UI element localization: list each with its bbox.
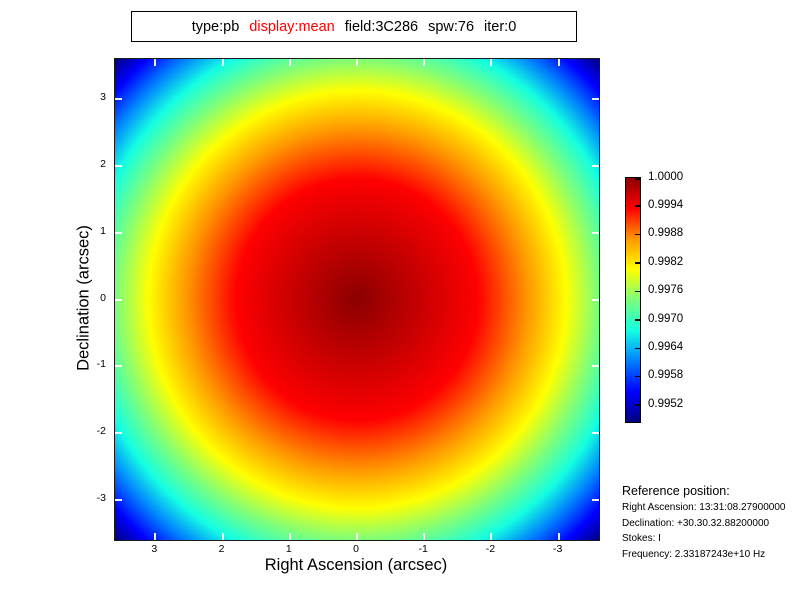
title-part: type:pb (191, 18, 240, 35)
axis-tick-mark (221, 533, 224, 540)
x-tick-label: 1 (285, 543, 292, 555)
axis-tick-mark (423, 533, 426, 540)
colorbar-tick-label: 0.9958 (648, 369, 684, 382)
plot-canvas (114, 58, 600, 541)
colorbar-tick-mark (635, 233, 640, 236)
axis-tick-mark (356, 533, 358, 540)
axis-tick-mark (356, 59, 358, 66)
reference-line: Stokes: I (622, 533, 661, 544)
y-tick-label: 2 (100, 157, 106, 170)
colorbar-tick-mark (635, 375, 640, 378)
y-tick-label: 3 (100, 91, 106, 104)
reference-line: Right Ascension: 13:31:08.27900000 (622, 502, 786, 513)
x-tick-label: -3 (552, 543, 563, 555)
colorbar-tick-label: 0.9982 (648, 255, 684, 268)
axis-tick-mark (115, 164, 122, 167)
colorbar-tick-label: 0.9952 (648, 397, 684, 410)
axis-tick-mark (288, 59, 291, 66)
axis-tick-mark (490, 59, 493, 66)
colorbar-tick-mark (635, 178, 640, 180)
axis-tick-mark (115, 432, 122, 435)
colorbar-tick-mark (635, 290, 640, 293)
axis-tick-mark (557, 533, 560, 540)
x-axis-label: Right Ascension (arcsec) (264, 556, 448, 574)
axis-tick-mark (288, 533, 291, 540)
y-tick-label: -1 (96, 358, 106, 371)
x-tick-label: -2 (485, 543, 496, 555)
axis-tick-mark (115, 365, 122, 368)
axis-tick-mark (592, 164, 599, 167)
axis-tick-mark (423, 59, 426, 66)
colorbar-tick-label: 1.0000 (648, 170, 684, 183)
reference-line: Frequency: 2.33187243e+10 Hz (622, 548, 766, 560)
axis-tick-mark (592, 231, 599, 234)
y-tick-label: -2 (96, 425, 106, 438)
axis-tick-mark (115, 231, 122, 234)
y-tick-label: 0 (100, 291, 106, 304)
reference-line: Declination: +30.30.32.88200000 (622, 517, 770, 529)
colorbar (625, 177, 641, 423)
axis-tick-mark (557, 59, 560, 66)
axis-tick-mark (154, 59, 157, 66)
x-tick-label: 3 (151, 543, 158, 555)
axis-tick-mark (592, 298, 599, 301)
colorbar-tick-label: 0.9976 (648, 284, 684, 297)
axis-tick-mark (115, 498, 122, 501)
colorbar-tick-label: 0.9988 (648, 227, 684, 240)
colorbar-tick-mark (635, 404, 640, 406)
x-tick-label: -1 (418, 543, 428, 555)
axis-tick-mark (592, 365, 599, 368)
y-tick-label: -3 (96, 491, 106, 504)
title-part: display:mean (249, 18, 335, 35)
title-part: spw:76 (428, 18, 475, 35)
axis-tick-mark (490, 533, 493, 540)
axis-tick-mark (592, 98, 599, 101)
colorbar-tick-label: 0.9964 (648, 341, 684, 354)
x-tick-label: 0 (353, 543, 359, 555)
title-part: iter:0 (484, 18, 517, 35)
colorbar-tick-mark (635, 347, 640, 350)
reference-lines: Right Ascension: 13:31:08.27900000 Declin… (622, 500, 785, 562)
colorbar-tick-label: 0.9970 (648, 312, 684, 325)
axis-tick-mark (115, 98, 122, 101)
axis-tick-mark (592, 432, 599, 435)
axis-tick-mark (154, 533, 157, 540)
reference-heading: Reference position: (622, 484, 730, 498)
axis-tick-mark (592, 498, 599, 501)
x-tick-label: 2 (218, 543, 225, 555)
colorbar-tick-label: 0.9994 (648, 198, 684, 211)
colorbar-tick-mark (635, 205, 640, 207)
axis-tick-mark (115, 298, 122, 301)
plot-title-box: type:pb display:mean field:3C286 spw:76 iter… (131, 11, 577, 42)
title-part: field:3C286 (344, 18, 419, 35)
axis-tick-mark (221, 59, 224, 66)
colorbar-tick-mark (635, 319, 640, 321)
colorbar-tick-mark (635, 262, 640, 264)
y-tick-label: 1 (100, 224, 106, 237)
